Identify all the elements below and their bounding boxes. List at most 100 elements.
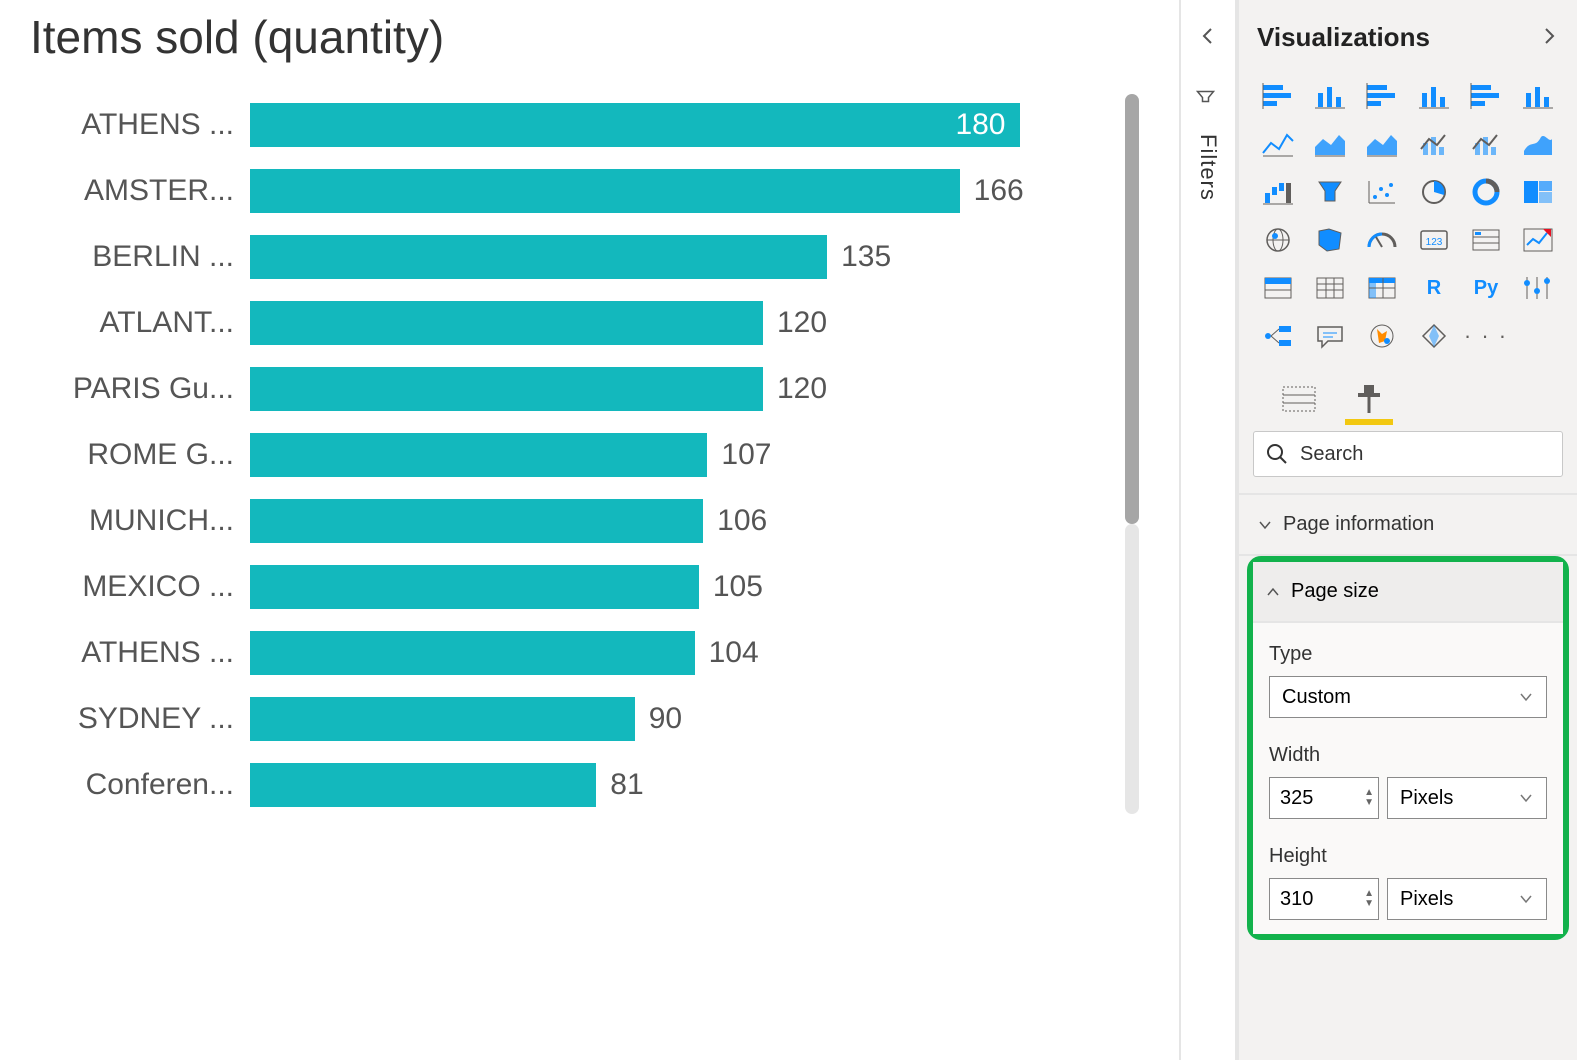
clustered-bar-icon[interactable] bbox=[1359, 75, 1405, 117]
bar-category-label: BERLIN ... bbox=[20, 240, 250, 274]
pie-icon[interactable] bbox=[1411, 171, 1457, 213]
bar-value-label: 104 bbox=[709, 636, 759, 670]
height-unit-dropdown[interactable]: Pixels bbox=[1387, 878, 1547, 920]
bar-row[interactable]: ATLANT... 120 bbox=[20, 292, 1105, 354]
bar-row[interactable]: ROME G... 107 bbox=[20, 424, 1105, 486]
gauge-icon[interactable] bbox=[1359, 219, 1405, 261]
bar-value-label: 107 bbox=[721, 438, 771, 472]
ribbon-icon[interactable] bbox=[1515, 123, 1561, 165]
page-size-type-dropdown[interactable]: Custom bbox=[1269, 676, 1547, 718]
clustered-column-icon[interactable] bbox=[1307, 75, 1353, 117]
page-size-section-header[interactable]: Page size bbox=[1253, 562, 1563, 623]
type-value: Custom bbox=[1282, 686, 1351, 709]
height-unit-value: Pixels bbox=[1400, 888, 1453, 911]
more-icon[interactable]: · · · bbox=[1463, 315, 1509, 357]
bar-value-label: 166 bbox=[974, 174, 1024, 208]
page-size-label: Page size bbox=[1291, 580, 1379, 603]
bar-row[interactable]: ATHENS ...180 bbox=[20, 94, 1105, 156]
stacked-column-icon[interactable] bbox=[1411, 75, 1457, 117]
width-unit-dropdown[interactable]: Pixels bbox=[1387, 777, 1547, 819]
expand-filters-icon[interactable] bbox=[1198, 22, 1218, 53]
py-visual-icon[interactable]: Py bbox=[1463, 267, 1509, 309]
chart-scrollbar[interactable] bbox=[1125, 94, 1139, 814]
stacked-column-100-icon[interactable] bbox=[1515, 75, 1561, 117]
donut-icon[interactable] bbox=[1463, 171, 1509, 213]
height-spinner[interactable]: ▲▼ bbox=[1364, 889, 1374, 909]
search-input[interactable]: Search bbox=[1253, 431, 1563, 477]
fields-tab-icon[interactable] bbox=[1279, 381, 1319, 417]
bar-value-label: 90 bbox=[649, 702, 682, 736]
svg-text:123: 123 bbox=[1426, 237, 1443, 248]
arcgis-icon[interactable] bbox=[1359, 315, 1405, 357]
bar-row[interactable]: SYDNEY ...90 bbox=[20, 688, 1105, 750]
scrollbar-thumb[interactable] bbox=[1125, 94, 1139, 524]
filters-tab-label[interactable]: Filters bbox=[1195, 134, 1221, 201]
bar-row[interactable]: ATHENS ... 104 bbox=[20, 622, 1105, 684]
matrix-icon[interactable] bbox=[1359, 267, 1405, 309]
bar-category-label: ATHENS ... bbox=[20, 636, 250, 670]
format-tab-icon[interactable] bbox=[1349, 381, 1389, 417]
height-input[interactable]: 310 ▲▼ bbox=[1269, 878, 1379, 920]
visualization-picker: 123 RPy · · · bbox=[1239, 75, 1577, 371]
bar-row[interactable]: Conferen...81 bbox=[20, 754, 1105, 816]
table-icon[interactable] bbox=[1307, 267, 1353, 309]
bar-fill: 106 bbox=[250, 499, 703, 543]
bar-value-label: 120 bbox=[777, 306, 827, 340]
filters-icon bbox=[1194, 82, 1223, 106]
chevron-down-icon bbox=[1518, 891, 1534, 907]
bar-row[interactable]: PARIS Gu...120 bbox=[20, 358, 1105, 420]
page-information-section[interactable]: Page information bbox=[1239, 495, 1577, 556]
height-value: 310 bbox=[1280, 888, 1313, 911]
visualizations-pane: Visualizations 123RPy· · · bbox=[1237, 0, 1577, 1060]
bar-row[interactable]: MUNICH...106 bbox=[20, 490, 1105, 552]
filled-map-icon[interactable] bbox=[1307, 219, 1353, 261]
line-clustered-icon[interactable] bbox=[1411, 123, 1457, 165]
scatter-icon[interactable] bbox=[1359, 171, 1405, 213]
format-tabs bbox=[1239, 371, 1577, 431]
chevron-down-icon bbox=[1257, 517, 1273, 533]
bar-fill: 135 bbox=[250, 235, 827, 279]
stacked-bar-icon[interactable] bbox=[1255, 75, 1301, 117]
waterfall-icon[interactable] bbox=[1255, 171, 1301, 213]
bar-row[interactable]: AMSTER...166 bbox=[20, 160, 1105, 222]
bar-category-label: ATLANT... bbox=[20, 306, 250, 340]
width-input[interactable]: 325 ▲▼ bbox=[1269, 777, 1379, 819]
power-apps-icon[interactable] bbox=[1411, 315, 1457, 357]
key-influencers-icon[interactable] bbox=[1515, 267, 1561, 309]
decomposition-tree-icon[interactable] bbox=[1255, 315, 1301, 357]
card-icon[interactable]: 123 bbox=[1411, 219, 1457, 261]
qa-icon[interactable] bbox=[1307, 315, 1353, 357]
multi-row-card-icon[interactable] bbox=[1463, 219, 1509, 261]
bar-category-label: Conferen... bbox=[20, 768, 250, 802]
area-icon[interactable] bbox=[1307, 123, 1353, 165]
slicer-icon[interactable] bbox=[1255, 267, 1301, 309]
map-globe-icon[interactable] bbox=[1255, 219, 1301, 261]
line-stacked-icon[interactable] bbox=[1463, 123, 1509, 165]
page-information-label: Page information bbox=[1283, 513, 1434, 536]
bar-fill: 166 bbox=[250, 169, 960, 213]
bar-category-label: MEXICO ... bbox=[20, 570, 250, 604]
bar-row[interactable]: BERLIN ...135 bbox=[20, 226, 1105, 288]
width-unit-value: Pixels bbox=[1400, 787, 1453, 810]
bar-row[interactable]: MEXICO ...105 bbox=[20, 556, 1105, 618]
treemap-icon[interactable] bbox=[1515, 171, 1561, 213]
kpi-icon[interactable] bbox=[1515, 219, 1561, 261]
width-value: 325 bbox=[1280, 787, 1313, 810]
funnel-icon[interactable] bbox=[1307, 171, 1353, 213]
bar-fill: 180 bbox=[250, 103, 1020, 147]
chevron-down-icon bbox=[1518, 689, 1534, 705]
stacked-area-icon[interactable] bbox=[1359, 123, 1405, 165]
filters-collapsed-rail[interactable]: Filters bbox=[1181, 0, 1237, 1060]
collapse-visualizations-icon[interactable] bbox=[1539, 22, 1559, 53]
bar-category-label: AMSTER... bbox=[20, 174, 250, 208]
width-label: Width bbox=[1269, 744, 1547, 767]
chevron-down-icon bbox=[1518, 790, 1534, 806]
bar-category-label: ROME G... bbox=[20, 438, 250, 472]
width-spinner[interactable]: ▲▼ bbox=[1364, 788, 1374, 808]
bar-chart[interactable]: ATHENS ...180AMSTER...166BERLIN ...135AT… bbox=[20, 94, 1105, 820]
stacked-bar-100-icon[interactable] bbox=[1463, 75, 1509, 117]
scrollbar-track bbox=[1125, 524, 1139, 814]
bar-fill: 105 bbox=[250, 565, 699, 609]
line-icon[interactable] bbox=[1255, 123, 1301, 165]
r-visual-icon[interactable]: R bbox=[1411, 267, 1457, 309]
